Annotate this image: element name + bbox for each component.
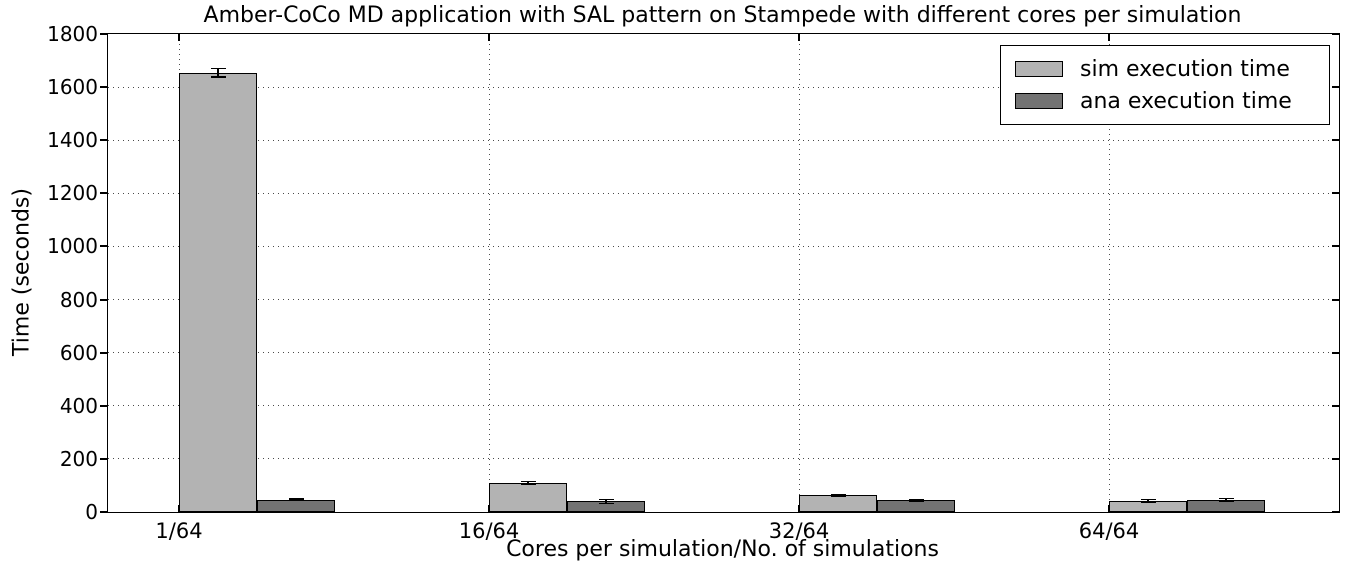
error-bar-cap-bottom xyxy=(830,495,846,497)
y-tick-label: 1400 xyxy=(47,128,98,153)
y-gridline xyxy=(108,458,1339,460)
x-tick-label: 1/64 xyxy=(155,519,203,543)
y-tick-mark xyxy=(100,404,108,407)
x-tick-mark-top xyxy=(488,34,490,41)
y-tick-mark-right xyxy=(1332,33,1339,35)
y-tick-label: 600 xyxy=(59,340,98,365)
y-tick-mark xyxy=(100,192,108,195)
legend-label-ana: ana execution time xyxy=(1080,88,1292,114)
y-tick-label: 1600 xyxy=(47,75,98,100)
error-bar-cap-top xyxy=(598,498,614,500)
y-tick-mark xyxy=(100,351,108,354)
legend-item-ana: ana execution time xyxy=(1015,89,1315,114)
legend-swatch-1 xyxy=(1015,93,1063,109)
y-tick-mark xyxy=(100,457,108,460)
bar-sim-32/64 xyxy=(799,495,877,512)
y-tick-label: 1000 xyxy=(47,234,98,259)
error-bar-cap-bottom xyxy=(908,500,924,502)
legend: sim execution time ana execution time xyxy=(1000,45,1330,125)
y-tick-label: 0 xyxy=(85,500,98,524)
y-tick-mark xyxy=(100,33,108,35)
bar-sim-16/64 xyxy=(489,483,567,512)
y-tick-mark-right xyxy=(1332,139,1339,142)
y-tick-mark-right xyxy=(1332,192,1339,195)
error-bar-cap-bottom xyxy=(1140,501,1156,503)
error-bar-line xyxy=(1225,498,1227,502)
error-bar-cap-bottom xyxy=(520,483,536,486)
y-tick-label: 1200 xyxy=(47,181,98,206)
y-tick-label: 400 xyxy=(59,393,98,418)
x-gridline xyxy=(1108,34,1110,512)
error-bar-cap-top xyxy=(830,493,846,496)
y-tick-label: 200 xyxy=(59,446,98,471)
legend-swatch-0 xyxy=(1015,61,1063,77)
y-tick-mark xyxy=(100,86,108,89)
chart-title: Amber-CoCo MD application with SAL patte… xyxy=(203,3,1242,28)
error-bar-line xyxy=(1147,499,1149,503)
y-tick-mark-right xyxy=(1332,245,1339,248)
y-tick-mark xyxy=(100,298,108,301)
error-bar-cap-top xyxy=(1140,498,1156,501)
y-tick-mark-right xyxy=(1332,457,1339,460)
y-tick-label: 1800 xyxy=(47,22,98,46)
y-gridline xyxy=(108,192,1339,194)
x-tick-label: 16/64 xyxy=(458,519,520,543)
y-gridline xyxy=(108,139,1339,141)
y-gridline xyxy=(108,352,1339,354)
error-bar-cap-bottom xyxy=(288,499,304,501)
error-bar-cap-top xyxy=(288,498,304,500)
error-bar-cap-top xyxy=(908,498,924,501)
y-tick-mark xyxy=(100,511,108,513)
y-tick-mark-right xyxy=(1332,86,1339,89)
x-tick-mark-top xyxy=(798,34,800,41)
x-tick-mark-top xyxy=(178,34,180,41)
y-tick-mark-right xyxy=(1332,298,1339,301)
error-bar-line xyxy=(915,499,917,502)
y-gridline xyxy=(108,86,1339,88)
y-axis-label: Time (seconds) xyxy=(9,188,35,356)
x-gridline xyxy=(488,34,490,512)
error-bar-line xyxy=(217,68,219,77)
x-tick-mark-top xyxy=(1108,34,1110,41)
y-tick-mark xyxy=(100,139,108,142)
legend-item-sim: sim execution time xyxy=(1015,57,1315,82)
error-bar-cap-bottom xyxy=(1218,500,1234,502)
y-tick-mark-right xyxy=(1332,404,1339,407)
bar-ana-32/64 xyxy=(877,500,955,512)
bar-ana-1/64 xyxy=(257,499,335,512)
y-tick-mark-right xyxy=(1332,351,1339,354)
error-bar-cap-top xyxy=(520,480,536,483)
y-gridline xyxy=(108,299,1339,301)
x-gridline xyxy=(798,34,800,512)
error-bar-cap-top xyxy=(1218,497,1234,500)
y-tick-mark xyxy=(100,245,108,248)
error-bar-line xyxy=(605,499,607,504)
x-tick-label: 32/64 xyxy=(768,519,830,543)
error-bar-line xyxy=(527,481,529,485)
error-bar-cap-bottom xyxy=(210,76,226,78)
x-axis-label: Cores per simulation/No. of simulations xyxy=(506,537,939,562)
y-gridline xyxy=(108,245,1339,247)
x-tick-label: 64/64 xyxy=(1078,519,1140,543)
y-tick-label: 800 xyxy=(59,287,98,312)
legend-label-sim: sim execution time xyxy=(1080,56,1290,82)
bar-sim-1/64 xyxy=(179,72,257,512)
error-bar-cap-top xyxy=(210,67,226,69)
y-tick-mark-right xyxy=(1332,511,1339,513)
error-bar-cap-bottom xyxy=(598,502,614,505)
y-gridline xyxy=(108,405,1339,407)
